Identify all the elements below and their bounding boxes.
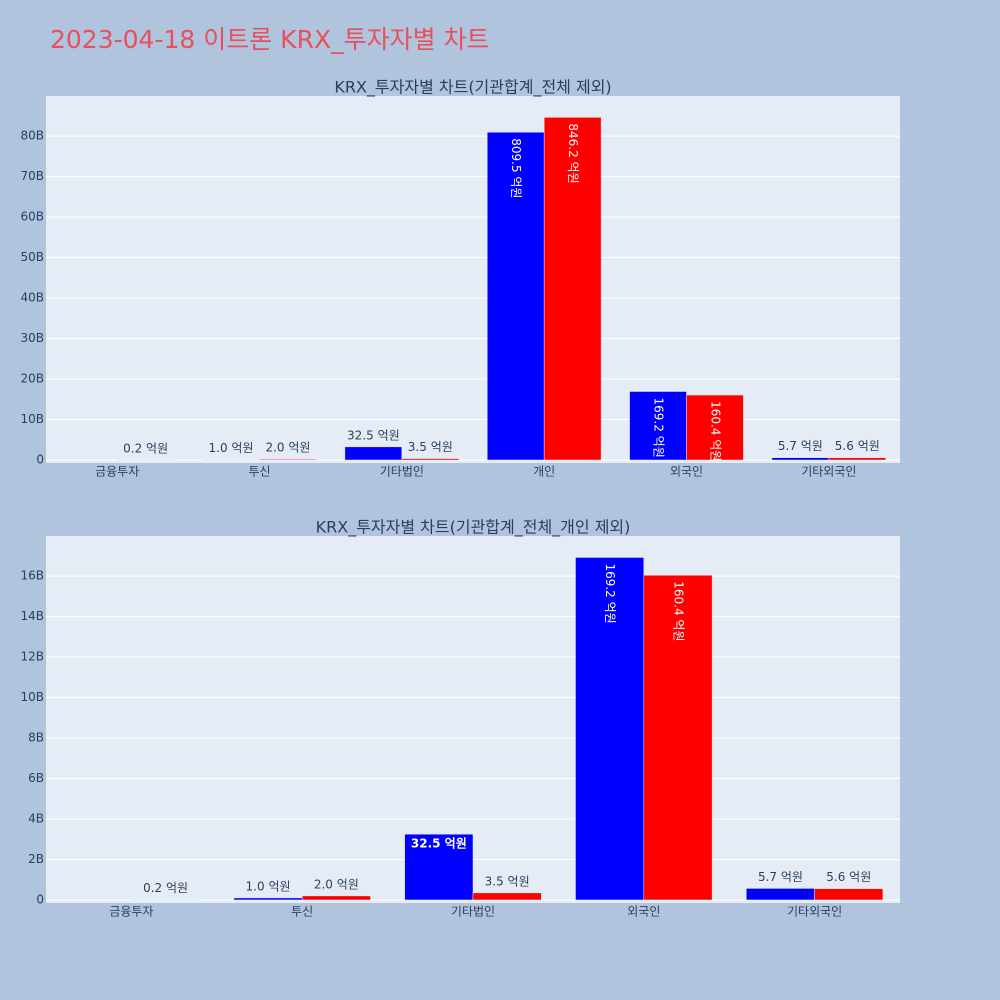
bar-label: 0.2 억원 (123, 441, 168, 455)
y-tick-label: 70B (20, 169, 44, 183)
bar (259, 458, 317, 461)
y-tick-label: 20B (20, 372, 44, 386)
y-tick-label: 50B (20, 250, 44, 264)
page-title: 2023-04-18 이트론 KRX_투자자별 차트 (50, 25, 490, 54)
bar-label: 2.0 억원 (265, 441, 310, 455)
bar (401, 458, 460, 461)
bar-label: 5.7 억원 (758, 870, 803, 884)
y-tick-label: 30B (20, 331, 44, 345)
x-tick-label: 기타법인 (451, 905, 495, 919)
y-tick-label: 0 (36, 892, 44, 906)
x-tick-label: 기타외국인 (787, 905, 842, 919)
bar (828, 457, 887, 461)
x-tick-label: 금융투자 (95, 465, 139, 479)
bar (771, 457, 830, 461)
x-tick-label: 기타외국인 (801, 465, 856, 479)
bar-label: 169.2 억원 (603, 563, 617, 623)
bar-label: 846.2 억원 (566, 123, 580, 183)
bar (643, 575, 713, 901)
y-tick-label: 6B (28, 771, 44, 785)
chart-title: KRX_투자자별 차트(기관합계_전체 제외) (334, 78, 611, 98)
plot-area (46, 96, 900, 463)
bar-label: 32.5 억원 (347, 428, 400, 442)
bar (233, 897, 303, 901)
y-tick-label: 16B (20, 569, 44, 583)
y-tick-label: 60B (20, 210, 44, 224)
bar (301, 895, 371, 901)
bar-label: 0.2 억원 (143, 881, 188, 895)
x-tick-label: 투신 (248, 465, 270, 479)
y-tick-label: 10B (20, 690, 44, 704)
bar-label: 160.4 억원 (708, 401, 722, 461)
bar (404, 833, 474, 901)
y-tick-label: 4B (28, 811, 44, 825)
bar-label: 1.0 억원 (246, 879, 291, 893)
bar (575, 557, 645, 901)
x-tick-label: 개인 (533, 465, 555, 479)
y-tick-label: 80B (20, 129, 44, 143)
y-tick-label: 8B (28, 731, 44, 745)
x-tick-label: 외국인 (627, 905, 660, 919)
y-tick-label: 0 (36, 453, 44, 467)
bar-label: 5.7 억원 (778, 439, 823, 453)
bar-label: 160.4 억원 (671, 581, 685, 641)
bar (686, 394, 744, 461)
bar-label: 809.5 억원 (509, 138, 523, 198)
bar-label: 1.0 억원 (209, 441, 254, 455)
bar (472, 892, 542, 901)
x-tick-label: 금융투자 (109, 905, 153, 919)
bar-label: 2.0 억원 (314, 877, 359, 891)
y-tick-label: 40B (20, 291, 44, 305)
bar (543, 117, 602, 461)
x-tick-label: 투신 (291, 905, 313, 919)
bar (629, 391, 687, 461)
bar-label: 169.2 억원 (652, 397, 666, 457)
x-tick-label: 기타법인 (380, 465, 424, 479)
bar (486, 131, 545, 461)
bar-label: 3.5 억원 (408, 440, 453, 454)
bar-label: 5.6 억원 (835, 439, 880, 453)
bar (814, 888, 884, 901)
bar-label: 32.5 억원 (411, 837, 467, 851)
y-tick-label: 2B (28, 852, 44, 866)
x-tick-label: 외국인 (670, 465, 703, 479)
chart-title: KRX_투자자별 차트(기관합계_전체_개인 제외) (316, 518, 631, 538)
y-tick-label: 14B (20, 609, 44, 623)
y-tick-label: 12B (20, 650, 44, 664)
bar-label: 3.5 억원 (485, 874, 530, 888)
y-tick-label: 10B (20, 412, 44, 426)
bar-label: 5.6 억원 (826, 870, 871, 884)
bar (344, 446, 403, 461)
bar (746, 888, 815, 901)
